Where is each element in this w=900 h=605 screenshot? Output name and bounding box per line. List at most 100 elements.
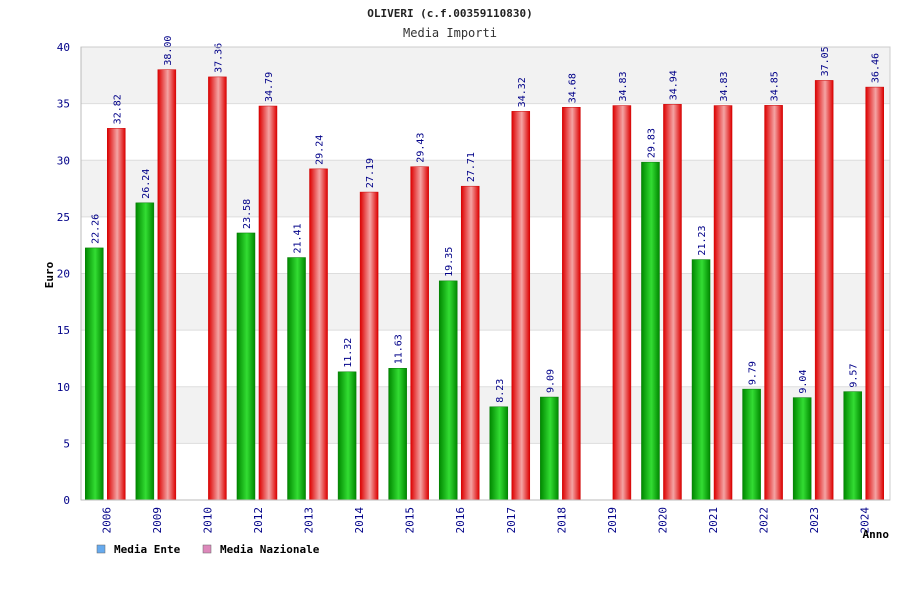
bar-media-nazionale — [663, 104, 682, 501]
legend: Media Ente Media Nazionale — [96, 543, 320, 556]
x-tick-label: 2014 — [353, 507, 366, 534]
bar-value-label: 11.32 — [343, 338, 354, 368]
x-axis-label: Anno — [863, 528, 890, 541]
bar-media-nazionale — [258, 105, 278, 501]
bar-media-ente — [337, 371, 357, 501]
x-tick-label: 2009 — [151, 507, 164, 534]
bar-media-ente — [641, 161, 660, 501]
bar-value-label: 34.85 — [770, 71, 781, 101]
bar-media-nazionale — [359, 191, 379, 501]
bar-value-label: 32.82 — [112, 94, 123, 124]
x-tick-label: 2021 — [707, 507, 720, 534]
y-tick-label: 15 — [57, 324, 70, 337]
bar-value-label: 22.26 — [90, 214, 101, 244]
bar-value-label: 34.83 — [618, 71, 629, 101]
y-axis-label: Euro — [43, 261, 56, 288]
x-tick-label: 2017 — [505, 507, 518, 534]
bar-value-label: 38.00 — [163, 36, 174, 66]
bar-media-nazionale — [562, 106, 581, 501]
legend-swatch-media-nazionale — [202, 544, 212, 554]
bar-media-nazionale — [865, 86, 884, 501]
bar-value-label: 11.63 — [394, 334, 405, 364]
bar-value-label: 37.05 — [820, 46, 831, 76]
bar-media-ente — [843, 391, 862, 501]
bar-value-label: 19.35 — [444, 247, 455, 277]
bar-media-nazionale — [612, 105, 632, 501]
legend-label-media-ente: Media Ente — [114, 543, 181, 556]
y-tick-label: 35 — [57, 98, 70, 111]
bar-value-label: 8.23 — [495, 379, 506, 403]
bar-value-label: 34.94 — [668, 70, 679, 100]
y-tick-labels: 0 5 10 15 20 25 30 35 40 — [57, 41, 70, 507]
x-tick-label: 2016 — [454, 507, 467, 534]
bar-value-label: 9.79 — [748, 361, 759, 385]
bar-media-ente — [691, 259, 711, 501]
y-tick-label: 10 — [57, 381, 70, 394]
bar-media-nazionale — [460, 185, 480, 501]
bar-media-nazionale — [764, 105, 783, 501]
bar-media-ente — [236, 232, 256, 501]
bar-media-nazionale — [511, 111, 531, 501]
bar-value-label: 26.24 — [141, 169, 152, 199]
bar-media-ente — [85, 247, 104, 501]
x-tick-label: 2006 — [100, 507, 113, 534]
x-tick-label: 2013 — [303, 507, 316, 534]
y-tick-label: 30 — [57, 154, 70, 167]
bar-media-nazionale — [713, 105, 733, 501]
bar-media-nazionale — [157, 69, 177, 501]
bar-value-label: 34.79 — [264, 72, 275, 102]
bar-value-label: 29.43 — [416, 133, 427, 163]
bar-value-label: 34.83 — [719, 71, 730, 101]
y-tick-label: 20 — [57, 268, 70, 281]
y-tick-label: 25 — [57, 211, 70, 224]
bar-value-label: 9.09 — [545, 369, 556, 393]
x-tick-label: 2012 — [252, 507, 265, 534]
bars — [85, 69, 884, 501]
bar-media-nazionale — [410, 166, 429, 501]
bar-value-labels: 22.26 32.82 26.24 38.00 37.36 23.58 34.79 21.41… — [90, 36, 881, 403]
bar-media-ente — [540, 396, 559, 501]
bar-value-label: 36.46 — [871, 53, 882, 83]
axes — [80, 46, 891, 501]
x-tick-label: 2022 — [758, 507, 771, 534]
x-tick-label: 2018 — [555, 507, 568, 534]
bar-media-ente — [489, 406, 509, 501]
bar-media-ente — [438, 280, 458, 501]
chart-subtitle: Media Importi — [403, 26, 497, 40]
bar-value-label: 23.58 — [242, 199, 253, 229]
bar-value-label: 21.41 — [293, 223, 304, 253]
bar-media-ente — [287, 257, 306, 501]
x-tick-labels: 2006 2009 2010 2012 2013 2014 2015 2016 2017 2018… — [100, 507, 871, 534]
y-tick-label: 40 — [57, 41, 70, 54]
bar-media-nazionale — [107, 128, 126, 501]
bar-value-label: 9.04 — [798, 370, 809, 394]
y-tick-label: 0 — [63, 494, 70, 507]
bar-media-nazionale — [208, 76, 227, 501]
bar-value-label: 27.71 — [466, 152, 477, 182]
legend-swatch-media-ente — [96, 544, 106, 554]
bar-value-label: 34.32 — [517, 77, 528, 107]
x-tick-label: 2023 — [808, 507, 821, 534]
bar-media-ente — [792, 397, 812, 501]
bar-media-nazionale — [309, 168, 328, 501]
x-tick-label: 2010 — [201, 507, 214, 534]
bar-value-label: 29.83 — [646, 128, 657, 158]
bar-media-ente — [742, 388, 761, 501]
x-tick-label: 2020 — [656, 507, 669, 534]
bar-media-ente — [135, 202, 155, 501]
chart-title: OLIVERI (c.f.00359110830) — [367, 7, 533, 20]
bar-value-label: 37.36 — [213, 43, 224, 73]
y-tick-label: 5 — [63, 437, 70, 450]
x-tick-label: 2019 — [606, 507, 619, 534]
bar-media-ente — [388, 368, 407, 501]
bar-value-label: 34.68 — [567, 73, 578, 103]
x-tick-label: 2024 — [859, 507, 872, 534]
bar-value-label: 21.23 — [697, 225, 708, 255]
bar-media-nazionale — [814, 80, 834, 501]
bar-value-label: 27.19 — [365, 158, 376, 188]
x-tick-label: 2015 — [404, 507, 417, 534]
legend-label-media-nazionale: Media Nazionale — [220, 543, 320, 556]
bar-value-label: 9.57 — [849, 364, 860, 388]
